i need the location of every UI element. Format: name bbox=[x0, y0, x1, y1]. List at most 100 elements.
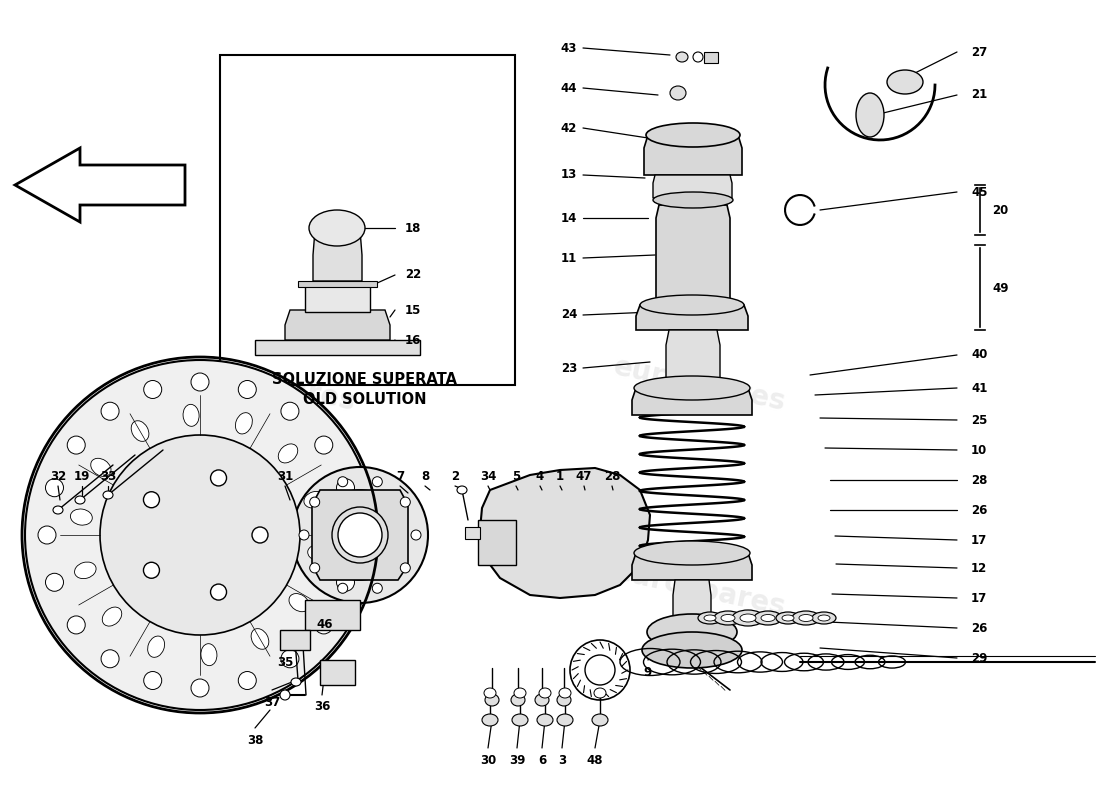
Text: 3: 3 bbox=[558, 754, 566, 766]
Ellipse shape bbox=[539, 688, 551, 698]
Text: 17: 17 bbox=[971, 534, 988, 546]
Ellipse shape bbox=[592, 714, 608, 726]
Polygon shape bbox=[666, 330, 720, 390]
Ellipse shape bbox=[776, 612, 800, 624]
Ellipse shape bbox=[484, 688, 496, 698]
Text: 33: 33 bbox=[100, 470, 117, 483]
Ellipse shape bbox=[856, 93, 884, 137]
Bar bbox=[320, 660, 355, 685]
Text: eurospares: eurospares bbox=[612, 558, 789, 622]
Ellipse shape bbox=[239, 381, 256, 398]
Ellipse shape bbox=[67, 436, 85, 454]
Bar bbox=[704, 52, 718, 63]
Bar bbox=[478, 520, 516, 565]
Text: OLD SOLUTION: OLD SOLUTION bbox=[304, 393, 427, 407]
Ellipse shape bbox=[761, 614, 776, 622]
Text: 42: 42 bbox=[561, 122, 578, 134]
Text: 49: 49 bbox=[992, 282, 1009, 294]
Ellipse shape bbox=[456, 486, 468, 494]
Ellipse shape bbox=[740, 614, 756, 622]
Ellipse shape bbox=[732, 610, 764, 626]
Ellipse shape bbox=[346, 521, 374, 549]
Ellipse shape bbox=[594, 688, 606, 698]
Text: 13: 13 bbox=[561, 169, 578, 182]
Ellipse shape bbox=[754, 611, 782, 625]
Ellipse shape bbox=[670, 86, 686, 100]
Ellipse shape bbox=[147, 636, 165, 658]
Ellipse shape bbox=[315, 490, 405, 580]
Text: 6: 6 bbox=[538, 754, 546, 766]
Text: 11: 11 bbox=[561, 251, 578, 265]
Ellipse shape bbox=[201, 644, 217, 666]
Text: 34: 34 bbox=[480, 470, 496, 483]
Text: 1: 1 bbox=[556, 470, 564, 483]
Ellipse shape bbox=[693, 52, 703, 62]
Ellipse shape bbox=[514, 688, 526, 698]
Ellipse shape bbox=[411, 530, 421, 540]
Ellipse shape bbox=[799, 614, 813, 622]
Ellipse shape bbox=[75, 562, 96, 578]
Ellipse shape bbox=[400, 497, 410, 507]
Ellipse shape bbox=[143, 492, 160, 508]
Polygon shape bbox=[15, 148, 185, 222]
Ellipse shape bbox=[698, 612, 722, 624]
Ellipse shape bbox=[304, 491, 326, 508]
Text: 36: 36 bbox=[314, 701, 330, 714]
Ellipse shape bbox=[647, 614, 737, 650]
Ellipse shape bbox=[344, 526, 362, 544]
Ellipse shape bbox=[338, 477, 348, 486]
Ellipse shape bbox=[310, 563, 320, 573]
Ellipse shape bbox=[676, 52, 688, 62]
Text: 48: 48 bbox=[586, 754, 603, 766]
Ellipse shape bbox=[53, 506, 63, 514]
Ellipse shape bbox=[289, 594, 309, 612]
Bar bbox=[465, 527, 480, 539]
Ellipse shape bbox=[315, 436, 333, 454]
Text: 22: 22 bbox=[405, 269, 421, 282]
Ellipse shape bbox=[640, 295, 744, 315]
Text: 9: 9 bbox=[644, 666, 652, 678]
Ellipse shape bbox=[315, 616, 333, 634]
Polygon shape bbox=[314, 230, 362, 281]
Ellipse shape bbox=[653, 192, 733, 208]
Text: 17: 17 bbox=[971, 591, 988, 605]
Ellipse shape bbox=[45, 574, 64, 591]
Text: 16: 16 bbox=[405, 334, 421, 346]
Ellipse shape bbox=[887, 70, 923, 94]
Ellipse shape bbox=[278, 444, 298, 463]
Ellipse shape bbox=[485, 694, 499, 706]
Ellipse shape bbox=[338, 513, 382, 557]
Ellipse shape bbox=[101, 650, 119, 668]
Text: 28: 28 bbox=[604, 470, 620, 483]
Text: 28: 28 bbox=[971, 474, 988, 486]
Ellipse shape bbox=[251, 629, 268, 650]
Bar bbox=[220, 55, 515, 385]
Text: 7: 7 bbox=[396, 470, 404, 483]
Text: eurospares: eurospares bbox=[182, 353, 359, 417]
Ellipse shape bbox=[101, 402, 119, 420]
Polygon shape bbox=[255, 340, 420, 355]
Polygon shape bbox=[298, 281, 377, 287]
Ellipse shape bbox=[280, 402, 299, 420]
Polygon shape bbox=[632, 388, 752, 415]
Ellipse shape bbox=[102, 607, 122, 626]
Ellipse shape bbox=[557, 694, 571, 706]
Polygon shape bbox=[285, 310, 390, 340]
Ellipse shape bbox=[144, 381, 162, 398]
Text: 44: 44 bbox=[561, 82, 578, 94]
Ellipse shape bbox=[280, 650, 299, 668]
Text: 38: 38 bbox=[246, 734, 263, 746]
Ellipse shape bbox=[70, 509, 92, 525]
Ellipse shape bbox=[210, 470, 227, 486]
Ellipse shape bbox=[292, 678, 301, 686]
Text: 39: 39 bbox=[509, 754, 525, 766]
Text: 14: 14 bbox=[561, 211, 578, 225]
Text: 10: 10 bbox=[971, 443, 988, 457]
Ellipse shape bbox=[239, 671, 256, 690]
Text: 43: 43 bbox=[561, 42, 578, 54]
Ellipse shape bbox=[512, 714, 528, 726]
Text: 30: 30 bbox=[480, 754, 496, 766]
Ellipse shape bbox=[646, 123, 740, 147]
Text: 37: 37 bbox=[264, 695, 280, 709]
Polygon shape bbox=[480, 468, 650, 598]
